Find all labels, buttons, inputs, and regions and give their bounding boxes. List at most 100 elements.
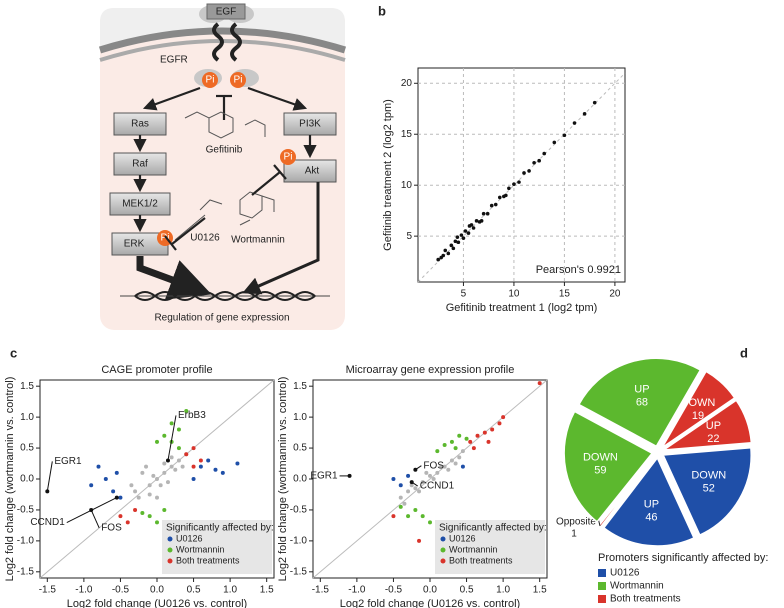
point bbox=[235, 461, 240, 466]
legend-swatch bbox=[598, 595, 606, 603]
x-axis-label: Log2 fold change (U0126 vs. control) bbox=[67, 598, 247, 608]
y-tick-label: 1.5 bbox=[293, 381, 307, 392]
point bbox=[449, 439, 454, 444]
receptor-helix bbox=[212, 22, 224, 62]
point bbox=[220, 470, 225, 475]
point bbox=[453, 446, 458, 451]
slice-label: UP bbox=[644, 498, 659, 510]
point bbox=[460, 449, 465, 454]
x-tick-label: 1.0 bbox=[496, 585, 510, 596]
point bbox=[542, 151, 547, 156]
legend-label: Wortmannin bbox=[176, 544, 224, 554]
legend-swatch bbox=[598, 582, 606, 590]
point bbox=[147, 483, 152, 488]
pathway-diagram: EGF EGFR Pi Pi Ras Raf MEK1/2 ERK Pi PI3… bbox=[98, 3, 347, 330]
point bbox=[443, 248, 448, 253]
legend-label: Both treatments bbox=[176, 555, 240, 565]
legend-title: Promoters significantly affected by: bbox=[598, 552, 768, 564]
y-tick-label: 0.5 bbox=[20, 443, 34, 454]
point bbox=[532, 160, 536, 165]
y-tick-label: 1.0 bbox=[293, 412, 307, 423]
node-label: ERK bbox=[124, 239, 145, 250]
panel-label: b bbox=[378, 3, 386, 18]
point bbox=[507, 186, 511, 191]
point bbox=[155, 439, 159, 444]
point bbox=[213, 467, 218, 472]
slice-value: 59 bbox=[594, 465, 606, 477]
x-tick-label: 0.0 bbox=[423, 585, 437, 596]
point bbox=[471, 446, 476, 451]
molecule bbox=[174, 199, 251, 241]
legend-marker bbox=[440, 558, 446, 564]
point bbox=[176, 458, 181, 463]
receptor-helix bbox=[230, 22, 242, 62]
chart-title: Microarray gene expression profile bbox=[346, 364, 515, 376]
point bbox=[481, 211, 486, 216]
point bbox=[439, 255, 444, 260]
point bbox=[402, 501, 407, 506]
membrane bbox=[98, 27, 347, 54]
point bbox=[468, 439, 473, 444]
inhibitor-label: Gefitinib bbox=[206, 145, 243, 156]
node-label: Raf bbox=[132, 159, 148, 170]
x-tick-label: -1.5 bbox=[39, 585, 57, 596]
annotation: Pearson's 0.9921 bbox=[536, 264, 621, 276]
point bbox=[522, 171, 526, 175]
point bbox=[180, 464, 185, 469]
point bbox=[114, 470, 119, 475]
point bbox=[504, 193, 508, 198]
x-tick-label: 0.5 bbox=[460, 585, 474, 596]
pie-slice bbox=[661, 370, 736, 449]
point bbox=[592, 100, 597, 105]
point bbox=[466, 231, 471, 235]
point bbox=[169, 464, 174, 469]
point bbox=[428, 520, 432, 525]
y-tick-label: 10 bbox=[401, 180, 413, 191]
x-tick-label: 1.0 bbox=[223, 585, 237, 596]
output-label: Regulation of gene expression bbox=[154, 313, 289, 324]
slice-label: Opposite bbox=[556, 517, 596, 528]
x-tick-label: 0.5 bbox=[187, 585, 201, 596]
legend-title: Significantly affected by: bbox=[439, 523, 547, 534]
point bbox=[176, 446, 181, 451]
panel-label: d bbox=[740, 345, 748, 360]
legend-marker bbox=[440, 547, 446, 553]
point bbox=[501, 415, 506, 420]
slice-value: 1 bbox=[571, 529, 577, 540]
point bbox=[464, 436, 469, 441]
annotation: FOS bbox=[423, 460, 444, 471]
point bbox=[103, 477, 108, 481]
y-axis-label: Log2 fold change (wortmannin vs. control… bbox=[4, 377, 16, 582]
pie-slice bbox=[660, 399, 753, 451]
x-tick-label: 1.5 bbox=[260, 585, 274, 596]
point bbox=[140, 511, 145, 516]
pie-slice bbox=[602, 456, 695, 547]
y-tick-label: 20 bbox=[401, 78, 413, 89]
legend-label: U0126 bbox=[176, 533, 203, 543]
x-axis-label: Gefitinib treatment 1 (log2 tpm) bbox=[446, 302, 598, 314]
inhibition bbox=[164, 235, 177, 251]
x-tick-label: 15 bbox=[559, 289, 571, 300]
chart-title: CAGE promoter profile bbox=[101, 364, 212, 376]
point bbox=[431, 477, 436, 481]
node-label: PI3K bbox=[299, 119, 321, 130]
point bbox=[424, 470, 429, 475]
slice-label: DOWN bbox=[691, 470, 726, 482]
y-tick-label: 0.5 bbox=[293, 443, 307, 454]
dna bbox=[134, 291, 316, 301]
point bbox=[96, 464, 101, 469]
point bbox=[537, 381, 542, 386]
annotation: CCND1 bbox=[30, 517, 65, 528]
slice-value: 52 bbox=[703, 483, 715, 495]
point bbox=[176, 427, 181, 432]
point bbox=[420, 480, 425, 485]
inhibitor-label: U0126 bbox=[190, 233, 220, 244]
point bbox=[406, 473, 411, 478]
slice-label: DOWN bbox=[583, 452, 618, 464]
y-tick-label: 15 bbox=[401, 129, 413, 140]
x-tick-label: 0.0 bbox=[150, 585, 164, 596]
point bbox=[198, 458, 203, 463]
legend-label: Wortmannin bbox=[610, 581, 664, 592]
slice-value: 68 bbox=[636, 396, 648, 408]
annotation: EGR1 bbox=[54, 456, 82, 467]
